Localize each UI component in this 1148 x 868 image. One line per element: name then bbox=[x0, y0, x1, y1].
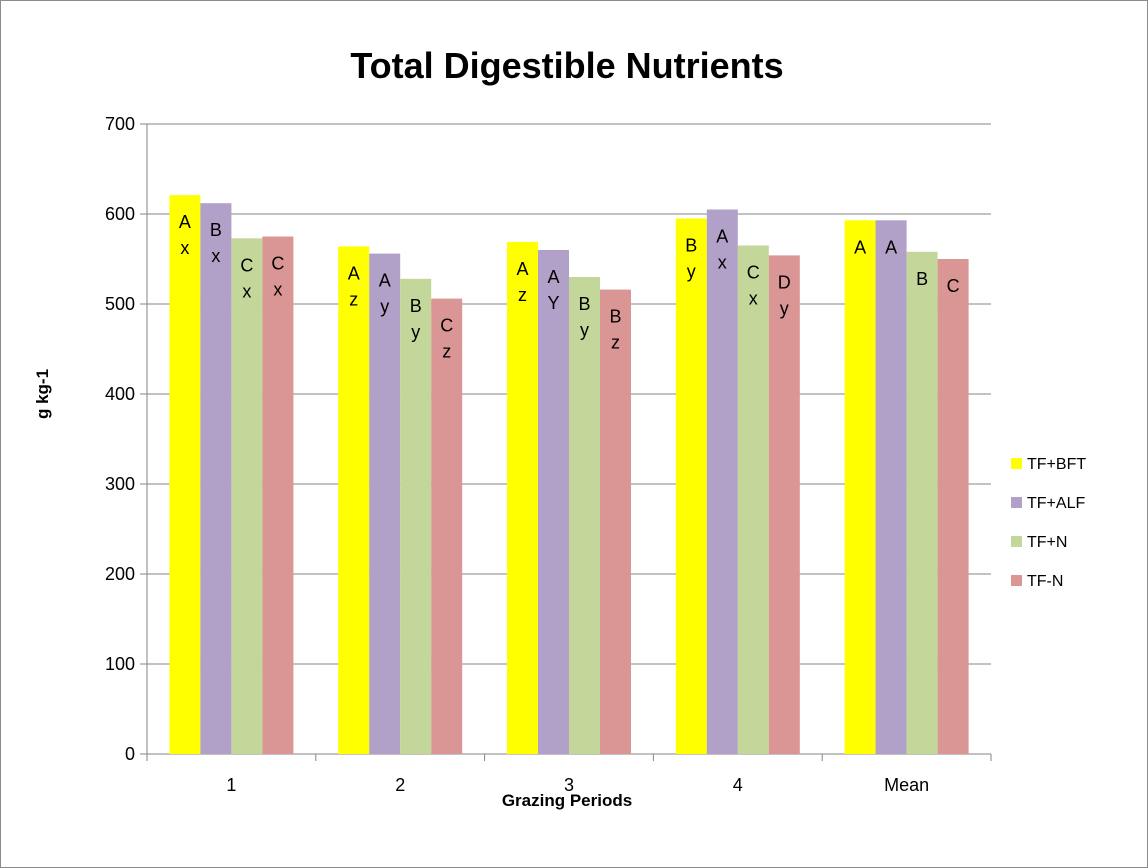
bar-label: x bbox=[242, 281, 251, 301]
bar-label: x bbox=[180, 238, 189, 258]
x-tick-label: 4 bbox=[733, 775, 743, 795]
y-tick-label: 300 bbox=[105, 474, 135, 494]
x-axis-title: Grazing Periods bbox=[502, 791, 632, 810]
bar-label: A bbox=[716, 227, 728, 247]
x-tick-label: 3 bbox=[564, 775, 574, 795]
bar-label: B bbox=[609, 307, 621, 327]
bar-label: A bbox=[179, 212, 191, 232]
bar-label: B bbox=[578, 294, 590, 314]
x-tick-label: Mean bbox=[884, 775, 929, 795]
bar-label: x bbox=[718, 253, 727, 273]
legend-label: TF+ALF bbox=[1027, 495, 1085, 512]
y-tick-label: 100 bbox=[105, 654, 135, 674]
bars bbox=[169, 195, 969, 755]
bar-label: A bbox=[854, 237, 866, 257]
x-tick-label: 1 bbox=[226, 775, 236, 795]
legend-label: TF-N bbox=[1027, 573, 1063, 590]
bar-label: D bbox=[778, 272, 791, 292]
bar-label: A bbox=[348, 263, 360, 283]
y-tick-label: 200 bbox=[105, 564, 135, 584]
bar-label: z bbox=[518, 285, 527, 305]
bar bbox=[369, 253, 401, 754]
bar-label: B bbox=[685, 236, 697, 256]
bar-label: y bbox=[780, 298, 789, 318]
y-tick-label: 700 bbox=[105, 114, 135, 134]
bar bbox=[538, 250, 569, 754]
bar-label: A bbox=[379, 271, 391, 291]
x-tick-labels: 1 2 3 4 Mean bbox=[226, 775, 929, 795]
legend: TF+BFT TF+ALF TF+N TF-N bbox=[1011, 456, 1086, 590]
bar-label: x bbox=[749, 289, 758, 309]
bar bbox=[675, 218, 707, 754]
bar bbox=[600, 289, 631, 754]
bar-label: y bbox=[687, 262, 696, 282]
legend-swatch bbox=[1011, 536, 1022, 547]
bar bbox=[768, 255, 800, 754]
bar-label: z bbox=[349, 289, 358, 309]
bar bbox=[400, 278, 432, 754]
bar-label: B bbox=[210, 220, 222, 240]
y-tick-label: 400 bbox=[105, 384, 135, 404]
bar-label: A bbox=[885, 237, 897, 257]
x-tick-label: 2 bbox=[395, 775, 405, 795]
legend-swatch bbox=[1011, 575, 1022, 586]
bar-label: z bbox=[611, 333, 620, 353]
bar-label: C bbox=[240, 255, 253, 275]
bar bbox=[431, 298, 463, 754]
bar-label: z bbox=[442, 342, 451, 362]
bar bbox=[262, 236, 294, 754]
bar bbox=[338, 246, 370, 754]
bar bbox=[231, 238, 263, 755]
y-tick-labels: 0 100 200 300 400 500 600 700 bbox=[105, 114, 135, 764]
legend-swatch bbox=[1011, 458, 1022, 469]
bar-label: B bbox=[410, 296, 422, 316]
bar bbox=[200, 203, 232, 754]
bar-label: y bbox=[380, 297, 389, 317]
bar-label: A bbox=[516, 259, 528, 279]
bar-label: B bbox=[916, 269, 928, 289]
chart-title: Total Digestible Nutrients bbox=[350, 45, 783, 86]
bar bbox=[906, 251, 938, 755]
bar-label: C bbox=[271, 254, 284, 274]
y-tick-label: 0 bbox=[125, 744, 135, 764]
y-axis-title: g kg-1 bbox=[33, 369, 52, 419]
bar-label: y bbox=[411, 322, 420, 342]
bar-label: x bbox=[211, 246, 220, 266]
bar bbox=[569, 277, 600, 754]
bar bbox=[706, 209, 738, 754]
legend-swatch bbox=[1011, 497, 1022, 508]
bar-label: C bbox=[440, 316, 453, 336]
bar-label: y bbox=[580, 320, 589, 340]
y-tick-label: 600 bbox=[105, 204, 135, 224]
bar-label: C bbox=[947, 276, 960, 296]
bar bbox=[844, 220, 876, 755]
legend-label: TF+BFT bbox=[1027, 456, 1086, 473]
bar-label: A bbox=[547, 267, 559, 287]
y-tick-label: 500 bbox=[105, 294, 135, 314]
bar bbox=[507, 241, 538, 754]
bar-label: C bbox=[747, 263, 760, 283]
bar-label: x bbox=[273, 280, 282, 300]
legend-label: TF+N bbox=[1027, 534, 1067, 551]
bar bbox=[937, 259, 969, 754]
bar bbox=[875, 220, 907, 755]
bar-label: Y bbox=[547, 293, 559, 313]
bar bbox=[737, 245, 769, 754]
bar bbox=[169, 195, 201, 755]
